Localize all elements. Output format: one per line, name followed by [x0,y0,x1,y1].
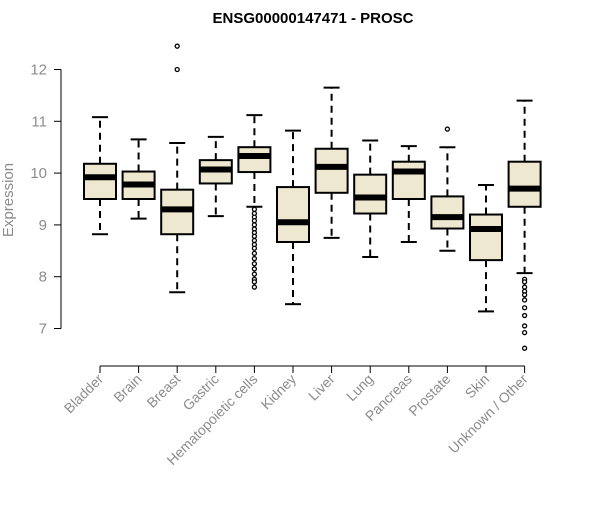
outlier-point [521,345,528,351]
box-iqr [353,173,388,215]
box-6 [276,129,310,306]
x-tick-label: Brain [110,371,144,405]
outlier-point [521,305,528,311]
outlier-point [251,255,258,262]
box-iqr [83,162,117,201]
box-5 [237,114,272,290]
outlier-point [521,292,528,298]
outlier-point [251,284,258,290]
x-tick-label: Liver [305,371,338,404]
y-axis-label: Expression [0,163,17,237]
box-iqr [276,186,310,243]
y-tick-label: 11 [31,113,47,130]
y-tick-label: 9 [39,217,47,234]
outlier-point [521,323,528,329]
box-7 [314,86,349,239]
x-tick-label: Prostate [405,371,453,419]
y-tick-label: 10 [30,165,47,182]
outlier-point [251,250,258,257]
box-9 [391,145,426,243]
chart-title: ENSG00000147471 - PROSC [213,10,414,27]
outlier-point [251,206,258,213]
box-2 [121,138,156,220]
outlier-point [521,284,528,290]
x-tick-label: Skin [462,371,493,402]
outlier-point [521,312,528,319]
outlier-point [251,233,258,239]
boxes-layer [83,43,542,351]
box-1 [83,116,117,236]
box-12 [507,99,542,351]
outlier-point [251,261,258,267]
box-4 [198,135,233,218]
box-iqr [507,160,542,208]
outlier-point [174,43,180,49]
box-iqr [469,213,503,262]
box-3 [160,43,195,294]
box-8 [353,139,388,259]
outlier-point [174,66,180,73]
y-tick-label: 8 [39,269,47,286]
outlier-point [251,266,258,272]
y-tick-label: 7 [39,321,47,338]
x-tick-label: Breast [143,371,183,411]
outlier-point [251,245,258,251]
box-iqr [391,160,426,201]
y-axis: 7 8 9 10 11 12 [30,61,62,338]
outlier-point [521,297,528,303]
outlier-point [251,279,258,285]
x-tick-label: Kidney [258,371,300,413]
x-tick-label: Bladder [61,371,107,417]
box-iqr [237,146,272,174]
box-10 [430,126,465,252]
outlier-point [251,222,258,228]
box-iqr [430,195,465,230]
box-11 [469,184,503,313]
outlier-point [251,271,258,277]
outlier-point [251,237,258,244]
outlier-point [521,330,528,336]
outlier-point [251,218,258,224]
outlier-point [521,279,528,285]
outlier-point [444,126,451,132]
box-iqr [314,147,349,194]
x-tick-label: Lung [343,371,376,404]
y-tick-label: 12 [30,61,47,78]
